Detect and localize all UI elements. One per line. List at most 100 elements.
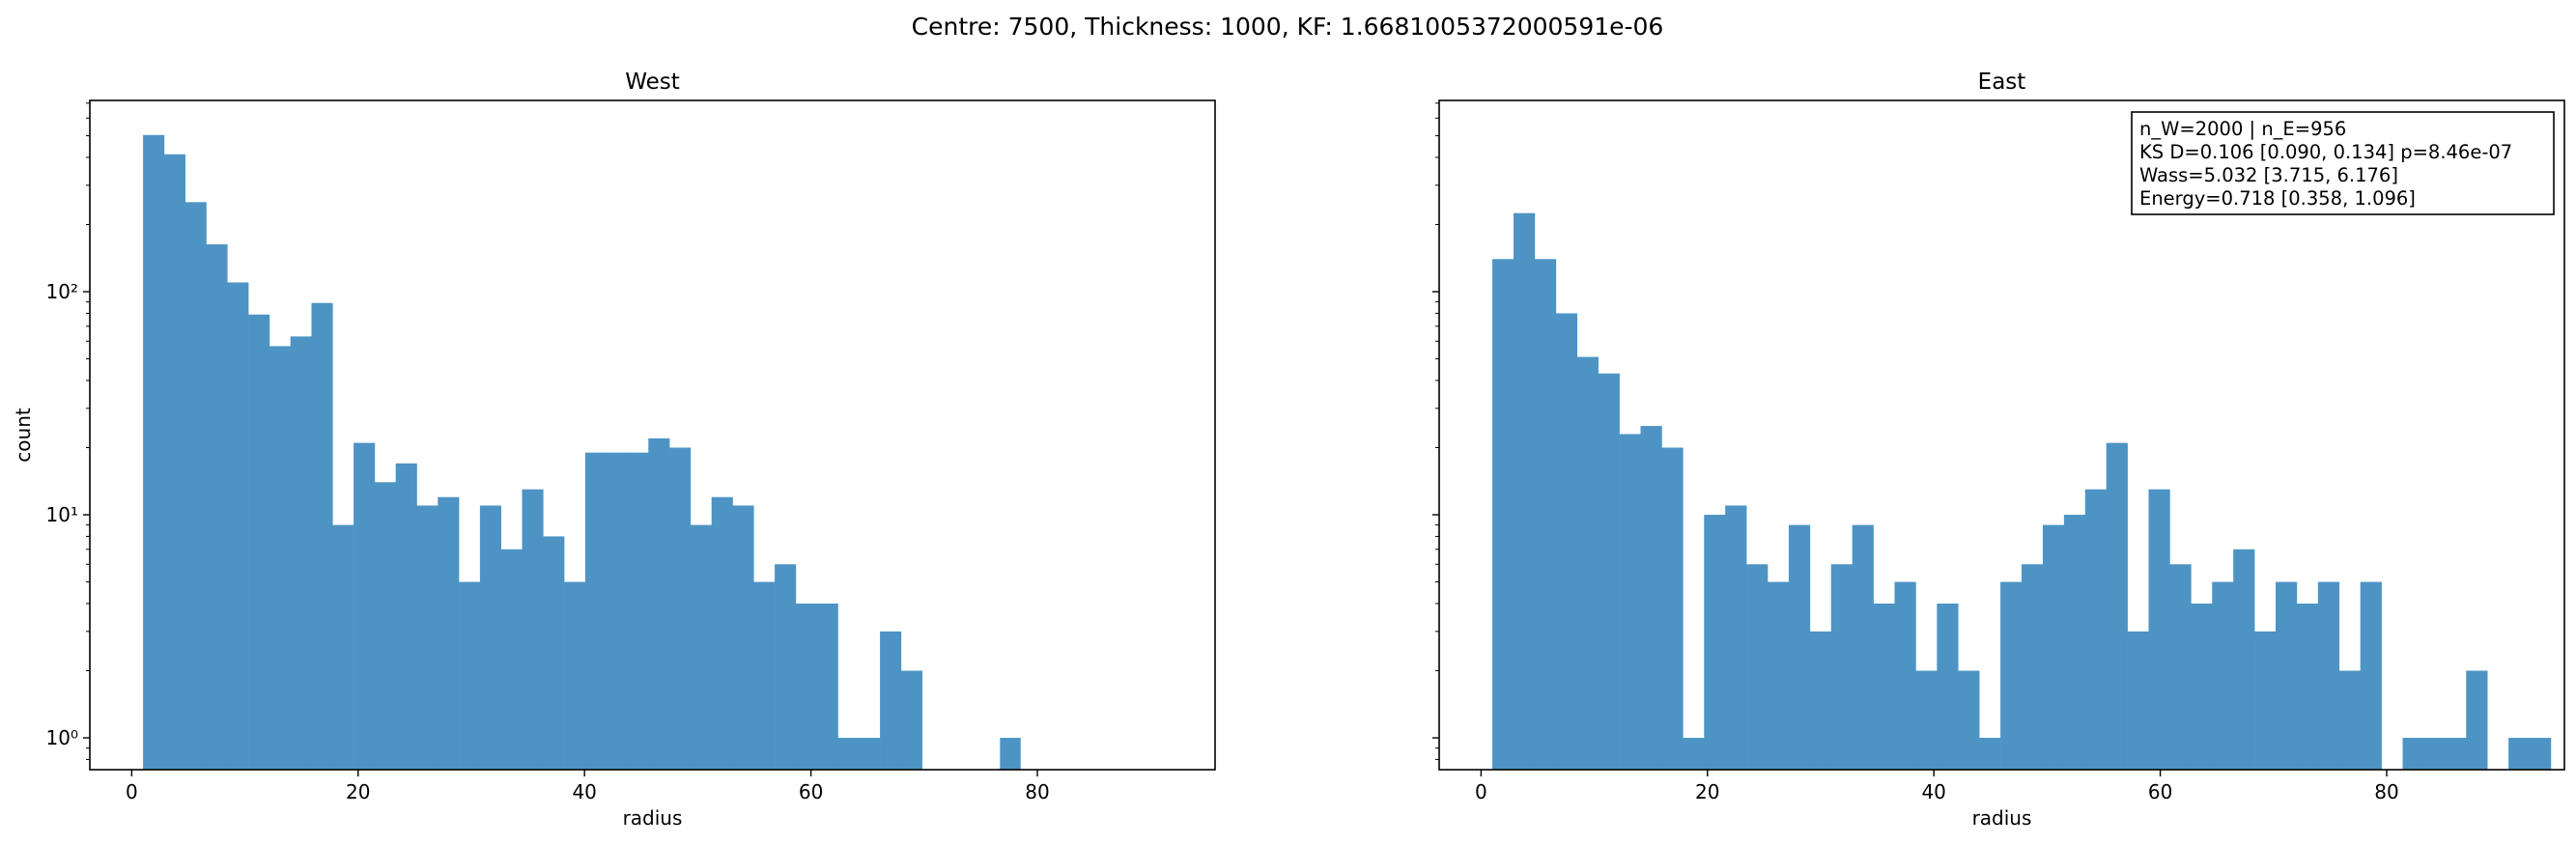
histogram-bar	[775, 564, 797, 770]
east-panel: 0 20 40 60 80 East radius n_W=2000 | n_E=956KS …	[1432, 70, 2565, 830]
histogram-bar	[1958, 670, 1980, 770]
histogram-bar	[2084, 489, 2107, 770]
histogram-bar	[1492, 259, 1514, 771]
y-axis-label: count	[12, 408, 35, 463]
histogram-bar	[1809, 631, 1832, 770]
histogram-bar	[1788, 524, 1811, 770]
x-tick-label: 0	[1475, 780, 1487, 803]
histogram-bar	[627, 452, 649, 770]
histogram-bar	[1873, 603, 1895, 770]
x-tick-label: 60	[2148, 780, 2172, 803]
histogram-bar	[543, 536, 565, 770]
histogram-bar	[1661, 447, 1684, 770]
histogram-bar	[248, 314, 270, 770]
x-axis-label: radius	[623, 806, 683, 830]
histogram-bar	[900, 670, 922, 770]
histogram-bar	[2063, 515, 2086, 770]
stats-line: Energy=0.718 [0.358, 1.096]	[2139, 187, 2416, 210]
histogram-bar	[311, 302, 333, 770]
histogram-bar	[880, 631, 902, 770]
histogram-bar	[2466, 670, 2488, 770]
histogram-bar	[2254, 631, 2277, 770]
x-tick-label: 40	[572, 780, 596, 803]
histogram-bar	[2360, 581, 2382, 770]
axes-frame	[89, 99, 1216, 771]
histogram-bar	[2148, 489, 2170, 770]
stats-line: Wass=5.032 [3.715, 6.176]	[2139, 164, 2398, 186]
y-tick-label: 10⁰	[46, 726, 78, 749]
y-tick-label: 10²	[46, 280, 78, 303]
histogram-bar	[1979, 738, 2001, 770]
histogram-bar	[2191, 603, 2213, 770]
histogram-bar	[2169, 564, 2192, 770]
histogram-bar	[1830, 564, 1853, 770]
histogram-bar	[290, 336, 312, 770]
histogram-bar	[2000, 581, 2023, 770]
stats-line: n_W=2000 | n_E=956	[2139, 118, 2346, 140]
panel-title: West	[625, 70, 680, 95]
histogram-bar	[1598, 373, 1620, 770]
histogram-bar	[1704, 515, 1726, 770]
histogram-bar	[2022, 564, 2044, 770]
histogram-bar	[2508, 738, 2531, 770]
histogram-bar	[1937, 603, 1959, 770]
histogram-bar	[395, 463, 417, 770]
histogram-bar	[459, 581, 481, 770]
histogram-bar	[184, 202, 207, 770]
histogram-bar	[732, 505, 754, 770]
histogram-bar	[2402, 738, 2424, 770]
histogram-bar	[1683, 738, 1705, 770]
west-panel: 0 20 40 60 80 10⁰ 10¹ 10² West radius count	[12, 70, 1216, 830]
histogram-bar	[269, 346, 291, 770]
histogram-bar	[1000, 738, 1021, 770]
histogram-bar	[2296, 603, 2319, 770]
histogram-bar	[816, 603, 838, 770]
histogram-bar	[1852, 524, 1874, 770]
histogram-bar	[1894, 581, 1916, 770]
histogram-bar	[2445, 738, 2467, 770]
histogram-bar	[227, 282, 249, 770]
histogram-bar	[564, 581, 586, 770]
histogram-bar	[2212, 581, 2234, 770]
x-tick-label: 40	[1921, 780, 1945, 803]
histogram-bar	[584, 452, 607, 770]
x-axis-label: radius	[1972, 806, 2032, 830]
x-tick-label: 20	[1695, 780, 1719, 803]
histogram-bar	[690, 524, 712, 770]
histogram-bar	[522, 489, 544, 770]
histogram-bar	[2233, 549, 2255, 770]
histogram-bar	[206, 244, 228, 771]
x-tick-label: 20	[346, 780, 370, 803]
histogram-bar	[1768, 581, 1790, 770]
histogram-bar	[2106, 442, 2128, 770]
axes-frame	[1438, 99, 2565, 771]
stats-box	[2131, 111, 2555, 215]
histogram-bar	[2276, 581, 2298, 770]
histogram-bar	[1555, 313, 1578, 770]
histogram-bar	[669, 447, 692, 770]
histogram-bar	[2042, 524, 2065, 770]
histogram-bar	[332, 524, 354, 770]
histogram-bar	[479, 505, 501, 770]
histogram-bar	[500, 549, 523, 770]
histogram-bar	[1576, 356, 1599, 770]
y-tick-label: 10¹	[46, 503, 78, 526]
stats-line: KS D=0.106 [0.090, 0.134] p=8.46e-07	[2139, 141, 2512, 163]
x-tick-label: 0	[126, 780, 138, 803]
histogram-bar	[438, 496, 460, 770]
histogram-bar	[143, 134, 165, 770]
histogram-bar	[753, 581, 776, 770]
histogram-bar	[1640, 426, 1662, 770]
histogram-bar	[416, 505, 439, 770]
histogram-bar	[606, 452, 628, 770]
histogram-bar	[1514, 212, 1536, 771]
figure-suptitle: Centre: 7500, Thickness: 1000, KF: 1.668…	[912, 13, 1664, 41]
panel-title: East	[1978, 70, 2026, 95]
histogram-bar	[795, 603, 817, 770]
x-tick-label: 80	[1025, 780, 1049, 803]
histogram-bar	[1746, 564, 1769, 770]
histogram-bar	[837, 738, 860, 770]
histogram-bar	[2530, 738, 2552, 770]
histogram-bar	[2317, 581, 2340, 770]
